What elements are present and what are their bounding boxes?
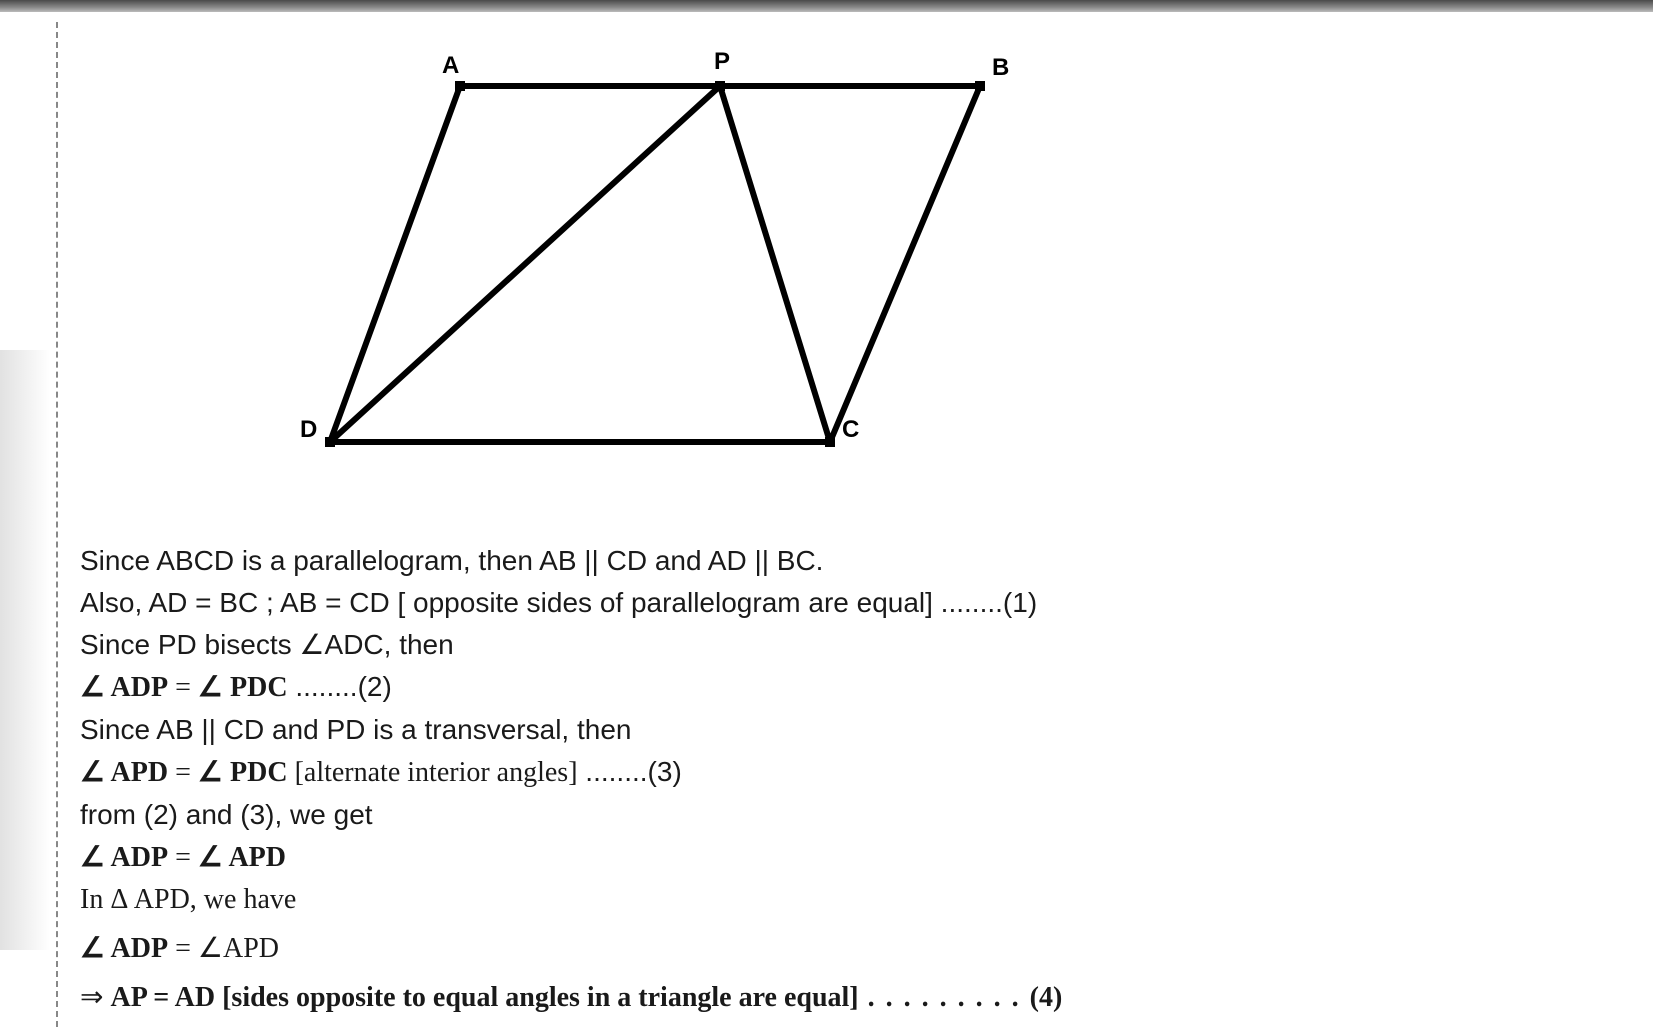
scan-left-shadow — [0, 350, 50, 950]
proof-line-2: Also, AD = BC ; AB = CD [ opposite sides… — [80, 582, 1620, 624]
scan-top-edge — [0, 0, 1653, 12]
angle-adp: ∠ ADP — [80, 842, 168, 873]
ap-eq-ad: AP = AD — [110, 982, 215, 1013]
proof-line-3: Since PD bisects ∠ADC, then — [80, 624, 1620, 666]
implies-arrow: ⇒ — [80, 982, 110, 1013]
proof-line-10: ∠ ADP = ∠APD — [80, 927, 1620, 970]
vertex-label-d: D — [300, 416, 317, 444]
diagram-svg — [300, 50, 1020, 470]
proof-line-5: Since AB || CD and PD is a transversal, … — [80, 709, 1620, 751]
dots: . . . . . . . . . — [859, 982, 1030, 1013]
angle-pdc: ∠ PDC — [198, 757, 288, 788]
text: a parallelogram, then AB || CD and AD ||… — [270, 545, 824, 576]
proof-line-11: ⇒ AP = AD [sides opposite to equal angle… — [80, 976, 1620, 1019]
diagram-edges — [325, 81, 985, 447]
geometry-diagram: A P B D C — [300, 50, 1020, 470]
proof-line-7: from (2) and (3), we get — [80, 794, 1620, 836]
proof-text-block: Since ABCD is a parallelogram, then AB |… — [80, 540, 1620, 1019]
angle-apd: ∠ APD — [80, 757, 168, 788]
proof-line-1: Since ABCD is a parallelogram, then AB |… — [80, 540, 1620, 582]
vertex-label-c: C — [842, 416, 859, 444]
page-fold-dashed-line — [56, 22, 58, 1027]
vertex-label-a: A — [442, 52, 459, 80]
equals: = — [168, 757, 198, 788]
angle-adp: ∠ ADP — [80, 672, 168, 703]
angle-adp: ∠ ADP — [80, 933, 168, 964]
vertex-label-b: B — [992, 54, 1009, 82]
angle-pdc: ∠ PDC — [198, 672, 288, 703]
proof-line-6: ∠ APD = ∠ PDC [alternate interior angles… — [80, 751, 1620, 794]
eq-tag-4: (4) — [1030, 982, 1063, 1013]
proof-line-8: ∠ ADP = ∠ APD — [80, 836, 1620, 879]
equals: = — [168, 842, 198, 873]
angle-apd: ∠ APD — [198, 842, 286, 873]
proof-line-4: ∠ ADP = ∠ PDC ........(2) — [80, 666, 1620, 709]
proof-line-9: In Δ APD, we have — [80, 879, 1620, 921]
text: Also, AD — [80, 587, 195, 618]
note-sides-opposite: [sides opposite to equal angles in a tri… — [215, 982, 859, 1013]
eq-tag-3: ........(3) — [578, 756, 682, 787]
text: = BC ; AB = CD [ opposite sides of paral… — [195, 587, 1037, 618]
eq-tag-2: ........(2) — [288, 671, 392, 702]
angle-apd: ∠APD — [198, 933, 279, 964]
equals: = — [168, 672, 198, 703]
text: Since ABCD is — [80, 545, 270, 576]
note-alternate-angles: [alternate interior angles] — [288, 757, 578, 788]
equals: = — [168, 933, 198, 964]
vertex-label-p: P — [714, 48, 730, 76]
